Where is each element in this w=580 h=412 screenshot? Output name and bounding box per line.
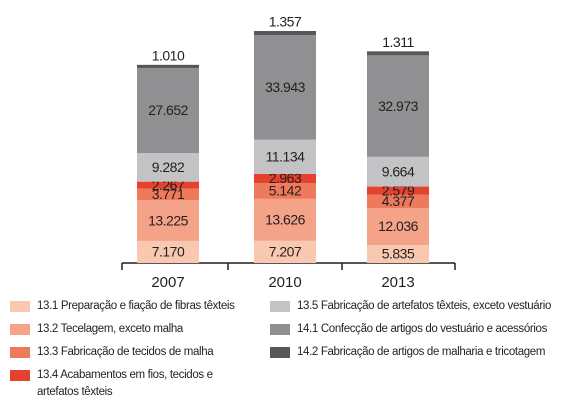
bar-segment [367, 51, 429, 56]
bar-segment [254, 173, 316, 184]
legend-label: 13.4 Acabamentos em fios, tecidos e arte… [37, 369, 213, 398]
legend-label: 13.5 Fabricação de artefatos têxteis, ex… [297, 300, 552, 312]
legend-item: 13.1 Preparação e fiação de fibras têxte… [10, 298, 270, 315]
bar-segment [367, 194, 429, 208]
bar-segment [254, 139, 316, 174]
value-label: 1.010 [152, 48, 185, 64]
legend-swatch [10, 347, 30, 358]
value-label: 3.771 [152, 186, 185, 202]
value-label: 4.377 [382, 193, 415, 209]
x-tick-label: 2007 [151, 274, 184, 291]
chart: 7.17013.2253.7712.2679.28227.6521.010200… [121, 14, 456, 291]
legend-swatch [10, 301, 30, 312]
legend-swatch [270, 324, 290, 335]
value-label: 5.142 [269, 183, 302, 199]
legend-item: 13.2 Tecelagem, exceto malha [10, 321, 270, 338]
bar-segment [367, 55, 429, 157]
bar-segment [137, 240, 199, 263]
bar-segment [254, 31, 316, 36]
bar-segment [137, 153, 199, 182]
x-tick-label: 2010 [268, 274, 301, 291]
value-label: 7.170 [152, 244, 185, 260]
x-tick-label: 2013 [381, 274, 414, 291]
value-label: 7.207 [269, 244, 302, 260]
legend-item: 13.3 Fabricação de tecidos de malha [10, 344, 270, 361]
bar-segment [367, 156, 429, 187]
legend-item: 14.2 Fabricação de artigos de malharia e… [270, 344, 570, 361]
bar-segment [367, 186, 429, 195]
legend-label: 14.2 Fabricação de artigos de malharia e… [297, 346, 546, 358]
bar-segment [137, 200, 199, 241]
legend-item: 13.5 Fabricação de artefatos têxteis, ex… [270, 298, 570, 315]
value-label: 32.973 [378, 98, 419, 114]
legend-swatch [270, 301, 290, 312]
value-label: 11.134 [266, 148, 305, 164]
value-label: 5.835 [382, 246, 415, 262]
value-label: 27.652 [148, 102, 189, 118]
bar-segment [137, 181, 199, 189]
legend-item: 14.1 Confecção de artigos do vestuário e… [270, 321, 570, 338]
value-label: 9.664 [382, 163, 415, 179]
value-label: 1.311 [382, 34, 414, 50]
legend-label: 13.3 Fabricação de tecidos de malha [37, 346, 214, 358]
value-label: 33.943 [265, 79, 306, 95]
bar-segment [254, 183, 316, 199]
bar-segment [137, 64, 199, 68]
value-label: 9.282 [152, 159, 185, 175]
bar-segment [367, 207, 429, 246]
value-label: 2.963 [269, 170, 302, 186]
legend: 13.1 Preparação e fiação de fibras têxte… [10, 298, 570, 401]
legend-swatch [10, 370, 30, 381]
value-label: 13.225 [148, 212, 189, 228]
bar-segment [137, 67, 199, 154]
legend-label: 13.2 Tecelagem, exceto malha [37, 323, 183, 335]
legend-item: 13.4 Acabamentos em fios, tecidos e arte… [10, 367, 270, 401]
legend-swatch [10, 324, 30, 335]
legend-swatch [270, 347, 290, 358]
bar-segment [254, 240, 316, 263]
value-label: 1.357 [269, 14, 302, 30]
value-label: 12.036 [378, 218, 419, 234]
bar-segment [137, 188, 199, 201]
bar-segment [254, 35, 316, 140]
legend-label: 14.1 Confecção de artigos do vestuário e… [297, 323, 548, 335]
legend-label: 13.1 Preparação e fiação de fibras têxte… [37, 300, 235, 312]
value-label: 13.626 [265, 212, 306, 228]
bar-segment [254, 198, 316, 241]
bar-segment [367, 245, 429, 263]
